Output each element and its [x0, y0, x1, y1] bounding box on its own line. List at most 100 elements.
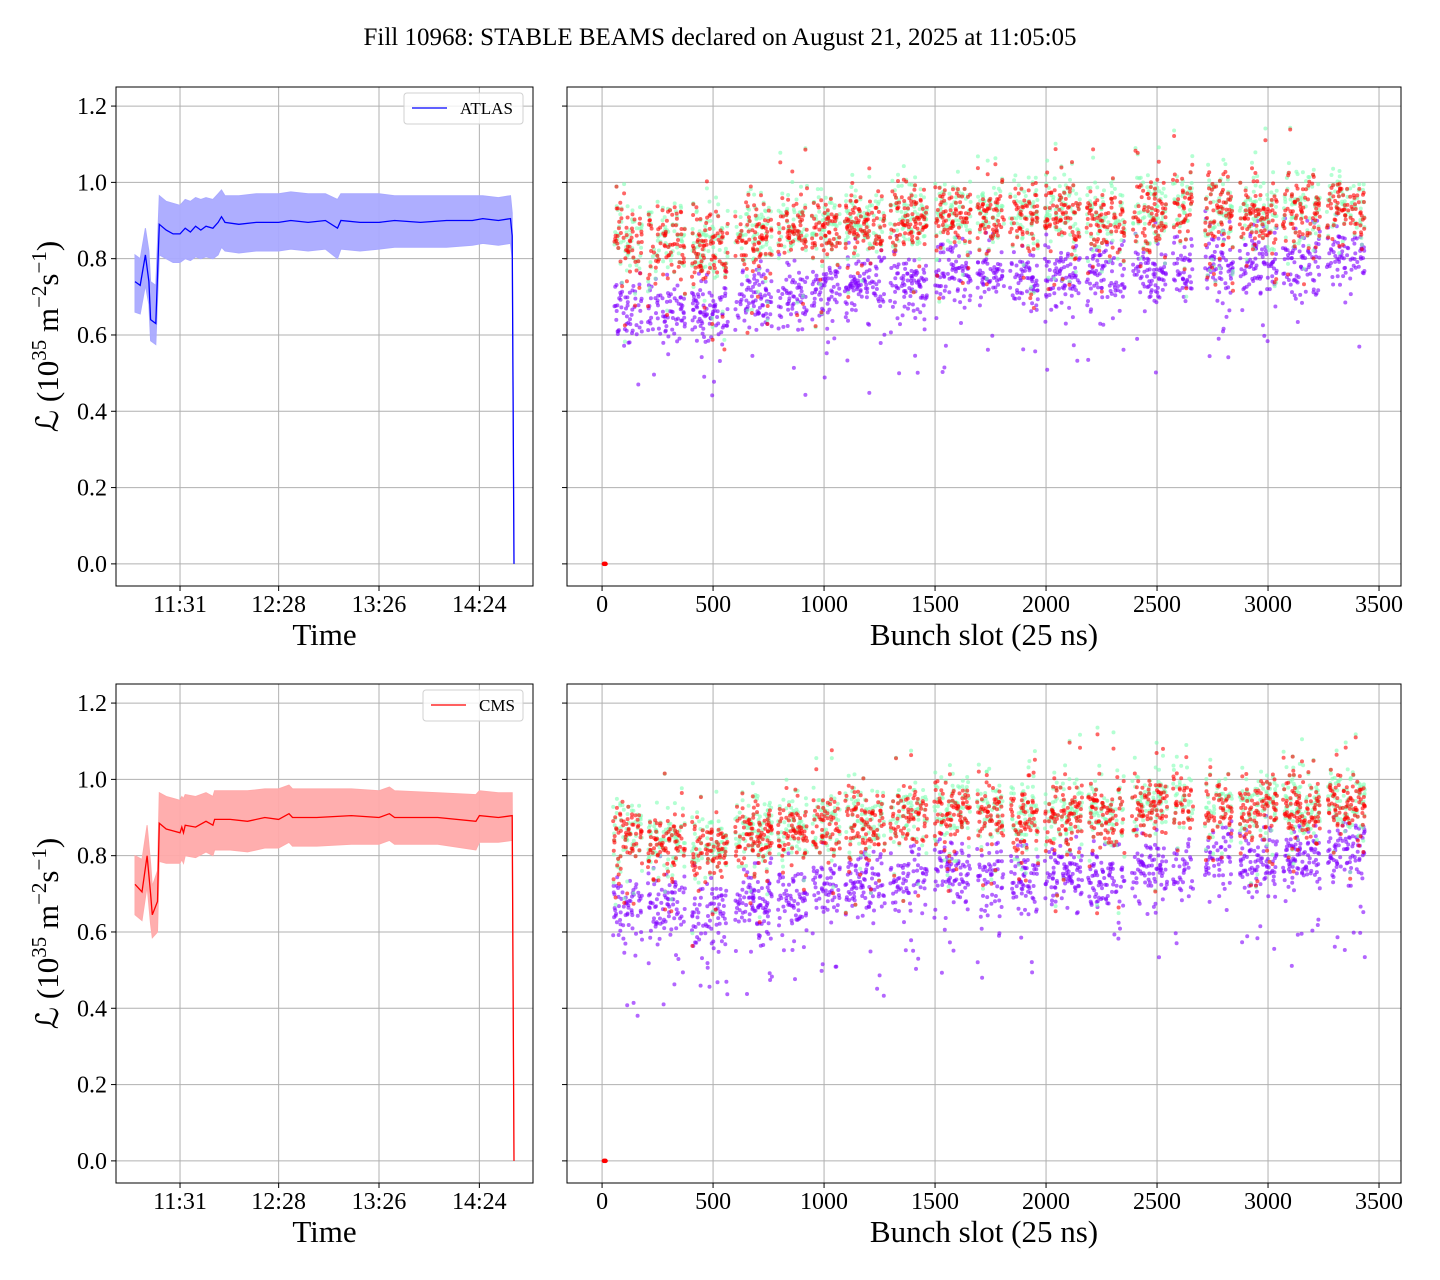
red-scatter-point [827, 238, 832, 243]
purple-scatter-point [837, 865, 842, 870]
red-scatter-point [858, 214, 863, 219]
red-scatter-point [1325, 223, 1330, 228]
red-scatter-point [1016, 191, 1021, 196]
red-scatter-point [1342, 207, 1347, 212]
purple-scatter-point [1207, 354, 1212, 359]
green-scatter-point [876, 199, 881, 204]
purple-scatter-point [648, 892, 652, 897]
purple-scatter-point [1185, 277, 1190, 282]
purple-scatter-point [699, 355, 704, 360]
purple-scatter-point [1313, 259, 1318, 264]
purple-scatter-point [672, 890, 677, 895]
red-scatter-point [1300, 187, 1305, 192]
red-scatter-point [709, 257, 714, 262]
purple-scatter-point [852, 303, 857, 307]
red-scatter-point [768, 271, 773, 276]
red-scatter-point [1163, 202, 1168, 207]
red-scatter-point [674, 216, 679, 221]
green-scatter-point [1274, 204, 1278, 209]
purple-scatter-point [1117, 308, 1122, 313]
red-scatter-point [652, 250, 656, 255]
green-scatter-point [646, 289, 650, 294]
purple-scatter-point [890, 304, 895, 309]
red-scatter-point [1175, 221, 1180, 226]
purple-scatter-point [1035, 297, 1040, 302]
red-scatter-point [1085, 217, 1090, 221]
purple-scatter-point [765, 268, 770, 273]
purple-scatter-point [1177, 288, 1182, 293]
red-scatter-point [682, 227, 687, 232]
red-scatter-point [1035, 204, 1040, 209]
red-scatter-point [790, 169, 795, 174]
purple-scatter-point [852, 898, 857, 903]
green-scatter-point [1095, 185, 1100, 190]
green-scatter-point [995, 203, 1000, 208]
purple-scatter-point [802, 875, 807, 880]
red-scatter-point [950, 219, 955, 224]
green-scatter-point [993, 191, 998, 196]
red-scatter-point [1020, 232, 1025, 237]
purple-scatter-point [619, 305, 624, 310]
red-scatter-point [1345, 186, 1350, 191]
purple-scatter-point [697, 902, 702, 907]
green-scatter-point [1316, 182, 1321, 187]
green-scatter-point [1244, 257, 1249, 262]
luminosity-line [134, 215, 515, 564]
purple-scatter-point [996, 282, 1001, 287]
green-scatter-point [628, 263, 632, 268]
purple-scatter-point [737, 908, 742, 913]
red-scatter-point [1303, 215, 1308, 220]
purple-scatter-point [1361, 256, 1365, 261]
red-scatter-point [1122, 220, 1127, 225]
red-scatter-point [814, 232, 819, 237]
green-scatter-point [1237, 208, 1242, 213]
uncertainty-band [134, 784, 515, 1161]
purple-scatter-point [777, 872, 782, 877]
red-scatter-point [694, 217, 699, 222]
red-scatter-point [855, 271, 860, 276]
red-scatter-point [1000, 178, 1005, 182]
purple-scatter-point [698, 983, 703, 988]
purple-scatter-point [674, 926, 679, 931]
red-scatter-point [965, 220, 969, 225]
green-scatter-point [1052, 176, 1057, 181]
green-scatter-point [993, 156, 998, 161]
purple-scatter-point [1345, 253, 1350, 258]
red-scatter-point [803, 239, 808, 244]
purple-scatter-point [843, 315, 848, 320]
red-scatter-point [835, 263, 840, 267]
red-scatter-point [723, 265, 728, 270]
green-scatter-point [1119, 238, 1124, 243]
green-scatter-point [1207, 178, 1212, 183]
x-tick-label: 11:31 [153, 1189, 207, 1215]
purple-scatter-point [942, 274, 947, 279]
purple-scatter-point [847, 898, 852, 903]
green-scatter-point [682, 263, 686, 268]
purple-scatter-point [715, 980, 720, 985]
purple-scatter-point [635, 1013, 640, 1018]
red-scatter-point [1180, 176, 1185, 181]
red-scatter-point [1029, 231, 1034, 236]
purple-scatter-point [898, 322, 902, 327]
green-scatter-point [1163, 261, 1167, 266]
green-scatter-point [715, 274, 720, 279]
green-scatter-point [1180, 182, 1185, 187]
red-scatter-point [1316, 197, 1321, 202]
red-scatter-point [890, 240, 895, 245]
red-scatter-point [698, 217, 703, 221]
purple-scatter-point [810, 317, 815, 322]
purple-scatter-point [706, 338, 711, 343]
red-scatter-point [1254, 223, 1259, 228]
purple-scatter-point [982, 289, 987, 294]
purple-scatter-point [864, 282, 869, 287]
purple-scatter-point [1122, 266, 1126, 271]
green-scatter-point [917, 240, 922, 245]
red-scatter-point [752, 242, 757, 247]
purple-scatter-point [678, 295, 683, 300]
red-scatter-point [615, 206, 620, 211]
purple-scatter-point [813, 881, 817, 886]
red-scatter-point [917, 231, 922, 236]
purple-scatter-point [825, 326, 830, 331]
red-scatter-point [680, 252, 685, 257]
purple-scatter-point [733, 949, 738, 953]
